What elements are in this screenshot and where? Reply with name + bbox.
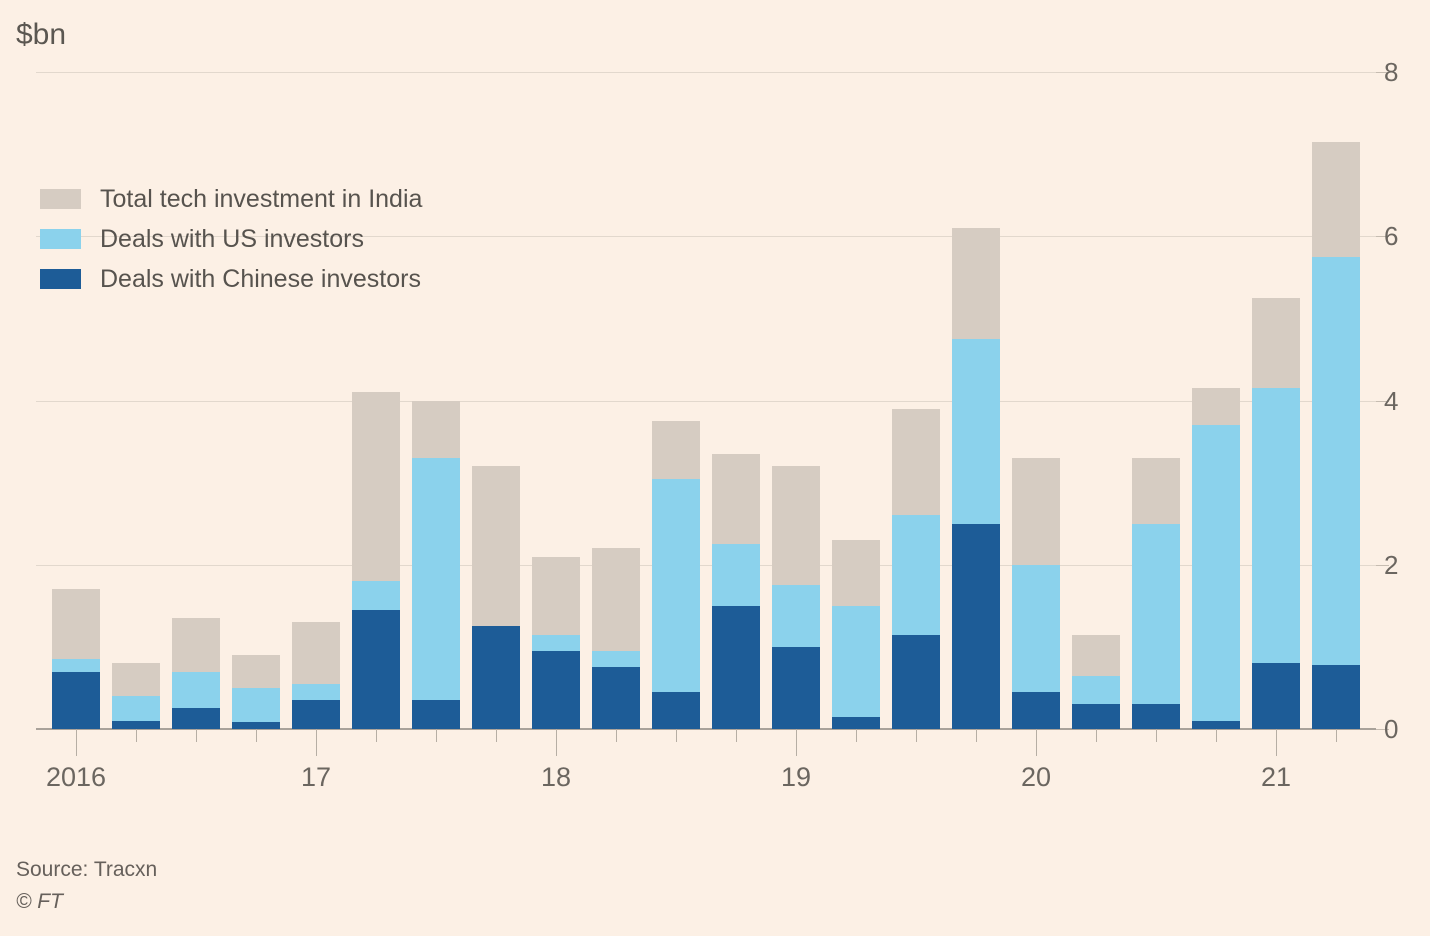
x-axis-tick (736, 729, 737, 742)
x-axis-tick (256, 729, 257, 742)
bar-us-deals (232, 687, 280, 729)
x-axis-label-19: 19 (780, 762, 812, 792)
bar-china-deals (952, 523, 1000, 729)
legend-item-total: Total tech investment in India (40, 179, 422, 219)
legend-label-china: Deals with Chinese investors (100, 264, 421, 293)
legend-item-china: Deals with Chinese investors (40, 259, 422, 299)
x-axis-tick (436, 729, 437, 742)
gridline-8 (36, 72, 1376, 73)
bar-us-deals (412, 458, 460, 729)
ft-credit: © FT (16, 890, 63, 913)
y-tick-label-4: 4 (1384, 385, 1399, 416)
bar-china-deals (1072, 704, 1120, 729)
chart-unit-label: $bn (16, 18, 67, 51)
bar-china-deals (832, 716, 880, 729)
source-label: Source: Tracxn (16, 858, 158, 881)
x-axis-tick (1276, 729, 1277, 756)
legend: Total tech investment in India Deals wit… (40, 179, 422, 299)
bar-us-deals (1192, 425, 1240, 729)
legend-item-us: Deals with US investors (40, 219, 422, 259)
x-axis-label-2016: 2016 (45, 762, 107, 792)
x-axis-tick (1096, 729, 1097, 742)
bar-china-deals (892, 634, 940, 729)
x-axis-tick (1156, 729, 1157, 742)
x-axis-label-20: 20 (1020, 762, 1052, 792)
bar-china-deals (232, 722, 280, 729)
x-axis-tick (676, 729, 677, 742)
x-axis-tick (1216, 729, 1217, 742)
bar-china-deals (172, 708, 220, 729)
bar-china-deals (532, 650, 580, 729)
bar-china-deals (1132, 704, 1180, 729)
bar-us-deals (1312, 256, 1360, 729)
x-axis-tick (616, 729, 617, 742)
y-axis-tick-0 (1376, 729, 1389, 730)
x-axis-tick (856, 729, 857, 742)
y-axis-tick-2 (1376, 564, 1389, 566)
bar-china-deals (1252, 663, 1300, 729)
bar-china-deals (112, 720, 160, 729)
bar-us-deals (832, 605, 880, 729)
x-axis-tick (976, 729, 977, 742)
x-axis-tick (76, 729, 77, 756)
y-tick-label-2: 2 (1384, 549, 1399, 580)
legend-swatch-china (40, 269, 81, 289)
x-axis-tick (796, 729, 797, 756)
x-axis-label-17: 17 (300, 762, 332, 792)
bar-china-deals (52, 671, 100, 729)
y-tick-label-0: 0 (1384, 714, 1399, 744)
gridline-2 (36, 564, 1376, 566)
x-axis-tick (1036, 729, 1037, 756)
plot-area: 0 2 4 6 8 2016 17 18 19 20 21 (36, 59, 1398, 792)
bar-us-deals (1132, 523, 1180, 729)
gridline-4 (36, 400, 1376, 402)
y-tick-label-8: 8 (1384, 57, 1399, 87)
bar-china-deals (652, 692, 700, 729)
bar-china-deals (1012, 692, 1060, 729)
x-axis-label-18: 18 (540, 762, 572, 792)
x-axis-tick (376, 729, 377, 742)
bar-china-deals (352, 609, 400, 729)
legend-label-total: Total tech investment in India (100, 184, 423, 213)
legend-swatch-us (40, 229, 81, 249)
y-axis-tick-4 (1376, 400, 1389, 402)
bar-china-deals (1192, 720, 1240, 729)
bar-china-deals (472, 626, 520, 729)
legend-label-us: Deals with US investors (100, 224, 364, 253)
x-axis-tick (316, 729, 317, 756)
bar-china-deals (592, 667, 640, 729)
x-axis-tick (136, 729, 137, 742)
bar-china-deals (412, 700, 460, 729)
x-axis-tick (496, 729, 497, 742)
bar-china-deals (292, 700, 340, 729)
bar-china-deals (1312, 664, 1360, 729)
x-axis-tick (916, 729, 917, 742)
x-axis-tick (556, 729, 557, 756)
x-axis-line (36, 728, 1376, 730)
bar-china-deals (772, 646, 820, 729)
x-axis-tick (196, 729, 197, 742)
legend-swatch-total (40, 189, 81, 209)
bar-china-deals (712, 605, 760, 729)
x-axis-label-21: 21 (1260, 762, 1292, 792)
y-axis-tick-6 (1376, 236, 1389, 238)
y-tick-label-6: 6 (1384, 221, 1399, 252)
x-axis-tick (1336, 729, 1337, 742)
gridline-6 (36, 236, 1376, 238)
bar-us-deals (652, 478, 700, 729)
y-axis-tick-8 (1376, 72, 1389, 73)
